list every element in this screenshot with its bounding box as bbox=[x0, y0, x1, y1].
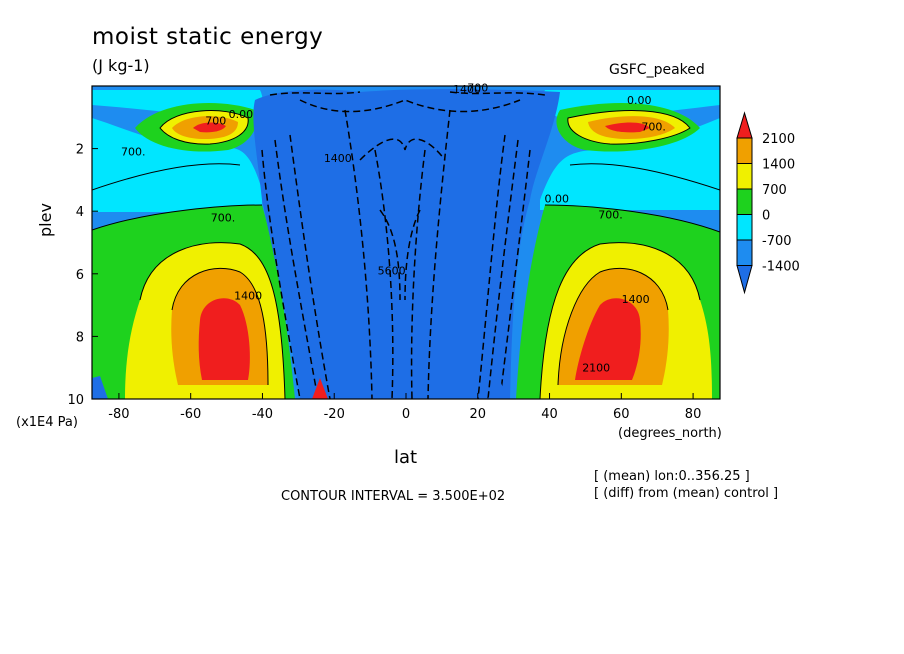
field-red-right bbox=[575, 298, 641, 380]
x-tick-label: -80 bbox=[108, 407, 129, 422]
contour-label: 700. bbox=[641, 121, 666, 134]
contour-label: 700 bbox=[467, 82, 488, 95]
x-tick-label: 80 bbox=[685, 407, 702, 422]
contour-label: 700. bbox=[211, 211, 236, 224]
contour-label: 700. bbox=[598, 208, 623, 221]
x-axis: -80 -60 -40 -20 0 20 40 60 80 bbox=[108, 393, 701, 422]
dataset-label: GSFC_peaked bbox=[609, 62, 705, 78]
colorbar-label: -1400 bbox=[762, 260, 800, 275]
colorbar-swatch bbox=[736, 214, 753, 241]
bottom-blue-marker bbox=[488, 376, 508, 399]
x-axis-label: lat bbox=[394, 447, 418, 468]
field-red-top-right bbox=[605, 122, 650, 133]
chart-units: (J kg-1) bbox=[92, 56, 150, 75]
colorbar-top-arrow bbox=[736, 111, 753, 139]
colorbar-label: -700 bbox=[762, 234, 792, 249]
contour-label: 700. bbox=[121, 146, 146, 159]
colorbar-label: 0 bbox=[762, 209, 770, 224]
chart-title: moist static energy bbox=[92, 24, 324, 50]
contour-label: 1400 bbox=[453, 83, 481, 96]
y-axis-units: (x1E4 Pa) bbox=[16, 415, 78, 430]
contour-label: 0.00 bbox=[544, 193, 569, 206]
colorbar-bottom-arrow bbox=[736, 265, 753, 295]
y-tick-label: 6 bbox=[76, 268, 84, 283]
contour-label: 1400 bbox=[622, 293, 650, 306]
y-tick-label: 4 bbox=[76, 205, 84, 220]
contour-label: 5600 bbox=[378, 265, 406, 278]
x-tick-label: -60 bbox=[180, 407, 201, 422]
field-darkblue-core bbox=[253, 89, 560, 399]
y-tick-label: 8 bbox=[76, 330, 84, 345]
x-tick-label: -20 bbox=[324, 407, 345, 422]
contour-label: 1400 bbox=[324, 152, 352, 165]
field-red-top-left bbox=[193, 122, 226, 133]
x-axis-units: (degrees_north) bbox=[618, 426, 722, 441]
contour-lines bbox=[92, 110, 720, 399]
x-tick-label: 40 bbox=[541, 407, 558, 422]
x-tick-label: 60 bbox=[613, 407, 630, 422]
colorbar-label: 700 bbox=[762, 183, 787, 198]
colorbar-label: 2100 bbox=[762, 132, 795, 147]
y-axis: 2 4 6 8 10 bbox=[67, 143, 98, 408]
colorbar-swatch bbox=[736, 163, 753, 190]
field-red-left bbox=[198, 298, 250, 380]
contour-interval-note: CONTOUR INTERVAL = 3.500E+02 bbox=[281, 489, 506, 504]
colorbar-swatch bbox=[736, 137, 753, 164]
x-tick-label: 20 bbox=[469, 407, 486, 422]
diff-note: [ (diff) from (mean) control ] bbox=[594, 486, 779, 501]
contour-label: 0.00 bbox=[627, 94, 652, 107]
bottom-red-marker bbox=[312, 378, 328, 399]
field-cyan-band bbox=[92, 118, 720, 215]
colorbar-swatch bbox=[736, 188, 753, 215]
contour-label: 2100 bbox=[582, 362, 610, 375]
colorbar: 2100 1400 700 0 -700 -1400 bbox=[736, 111, 800, 295]
x-tick-label: 0 bbox=[402, 407, 410, 422]
x-tick-label: -40 bbox=[252, 407, 273, 422]
y-tick-label: 2 bbox=[76, 143, 84, 158]
negative-contours bbox=[261, 91, 546, 399]
colorbar-label: 1400 bbox=[762, 158, 795, 173]
colorbar-swatch bbox=[736, 239, 753, 266]
contour-label: 1400 bbox=[234, 290, 262, 303]
y-tick-label: 10 bbox=[67, 393, 84, 408]
field-darkblue-left-corner bbox=[92, 376, 108, 399]
mean-note: [ (mean) lon:0..356.25 ] bbox=[594, 469, 750, 484]
contour-label: 0.00 bbox=[229, 108, 254, 121]
contour-label: 700 bbox=[205, 114, 226, 127]
